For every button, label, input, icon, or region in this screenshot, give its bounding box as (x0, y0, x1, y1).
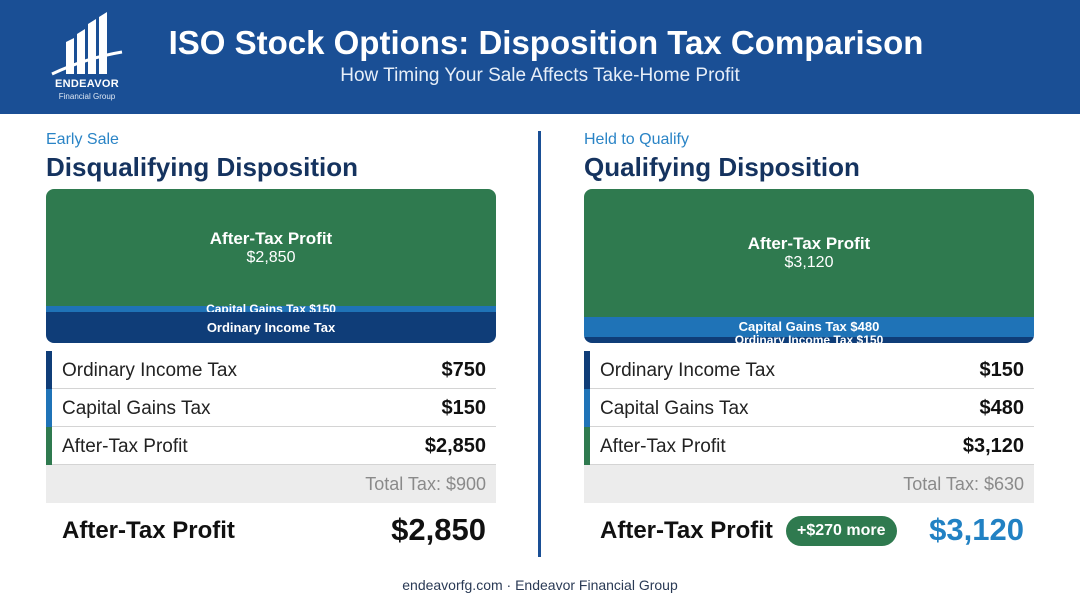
logo-subtitle: Financial Group (58, 92, 116, 101)
total-tax-label: Total Tax: $900 (365, 474, 486, 494)
final-profit-value: $2,850 (391, 512, 486, 547)
table-row: After-Tax Profit $3,120 (584, 427, 1034, 465)
row-value: $750 (441, 359, 487, 381)
table-row: Capital Gains Tax $480 (584, 389, 1034, 427)
row-label: Capital Gains Tax (600, 398, 749, 419)
segment-label: Ordinary Income Tax (206, 320, 336, 335)
savings-badge: +$270 more (786, 516, 897, 546)
row-color-marker (584, 351, 590, 389)
segment-label: After-Tax Profit (747, 234, 871, 253)
segment-value: $3,120 (784, 254, 834, 271)
breakdown-table: Ordinary Income Tax $750 Capital Gains T… (46, 351, 496, 503)
row-value: $2,850 (424, 435, 486, 457)
row-label: Ordinary Income Tax (600, 360, 775, 381)
panel-heading: Disqualifying Disposition (46, 152, 359, 182)
row-color-marker (584, 389, 590, 427)
bar-segment-capital-gains-tax: Capital Gains Tax $480 (584, 317, 1034, 337)
row-label: Ordinary Income Tax (62, 360, 237, 381)
row-color-marker (46, 427, 52, 465)
footer-text: endeavorfg.com · Endeavor Financial Grou… (402, 577, 678, 593)
table-row: Ordinary Income Tax $150 (584, 351, 1034, 389)
bar-segment-ordinary-income-tax: Ordinary Income Tax $150 (584, 333, 1034, 343)
table-row: Capital Gains Tax $150 (46, 389, 496, 427)
bar-segment-after-tax-profit: After-Tax Profit $3,120 (584, 189, 1034, 317)
bar-segment-after-tax-profit: After-Tax Profit $2,850 (46, 189, 496, 306)
stacked-bar: After-Tax Profit $3,120 Capital Gains Ta… (584, 189, 1034, 343)
breakdown-table: Ordinary Income Tax $150 Capital Gains T… (584, 351, 1034, 503)
final-profit-label: After-Tax Profit (600, 517, 773, 544)
table-row: After-Tax Profit $2,850 (46, 427, 496, 465)
total-tax-row: Total Tax: $630 (584, 465, 1034, 503)
segment-label: Ordinary Income Tax $150 (734, 333, 884, 343)
table-row: Ordinary Income Tax $750 (46, 351, 496, 389)
row-value: $150 (979, 359, 1025, 381)
page-title: ISO Stock Options: Disposition Tax Compa… (168, 24, 924, 61)
panel-divider (538, 131, 541, 557)
row-label: After-Tax Profit (62, 436, 188, 457)
segment-label: After-Tax Profit (209, 228, 333, 248)
panel-heading: Qualifying Disposition (584, 152, 860, 182)
total-tax-row: Total Tax: $900 (46, 465, 496, 503)
disqualifying-panel: Early Sale Disqualifying Disposition Aft… (46, 114, 496, 554)
row-color-marker (584, 427, 590, 465)
page-subtitle: How Timing Your Sale Affects Take-Home P… (340, 65, 740, 86)
company-logo: ENDEAVOR Financial Group (46, 12, 128, 104)
panel-eyebrow: Held to Qualify (584, 131, 689, 148)
row-value: $480 (979, 397, 1025, 419)
row-color-marker (46, 389, 52, 427)
header-banner: ENDEAVOR Financial Group ISO Stock Optio… (0, 0, 1080, 114)
row-label: Capital Gains Tax (62, 398, 211, 419)
final-profit-label: After-Tax Profit (62, 517, 235, 544)
final-profit-value: $3,120 (929, 512, 1024, 547)
row-value: $150 (441, 397, 487, 419)
segment-label: Capital Gains Tax $480 (738, 319, 880, 334)
stacked-bar: After-Tax Profit $2,850 Capital Gains Ta… (46, 189, 496, 343)
segment-value: $2,850 (246, 248, 296, 266)
building-logo-icon (51, 12, 123, 76)
qualifying-panel: Held to Qualify Qualifying Disposition A… (584, 114, 1034, 554)
row-value: $3,120 (962, 435, 1024, 457)
panel-eyebrow: Early Sale (46, 131, 119, 148)
total-tax-label: Total Tax: $630 (903, 474, 1024, 494)
logo-name: ENDEAVOR (55, 78, 119, 90)
row-color-marker (46, 351, 52, 389)
row-label: After-Tax Profit (600, 436, 726, 457)
bar-segment-ordinary-income-tax: Ordinary Income Tax $750 (46, 312, 496, 343)
